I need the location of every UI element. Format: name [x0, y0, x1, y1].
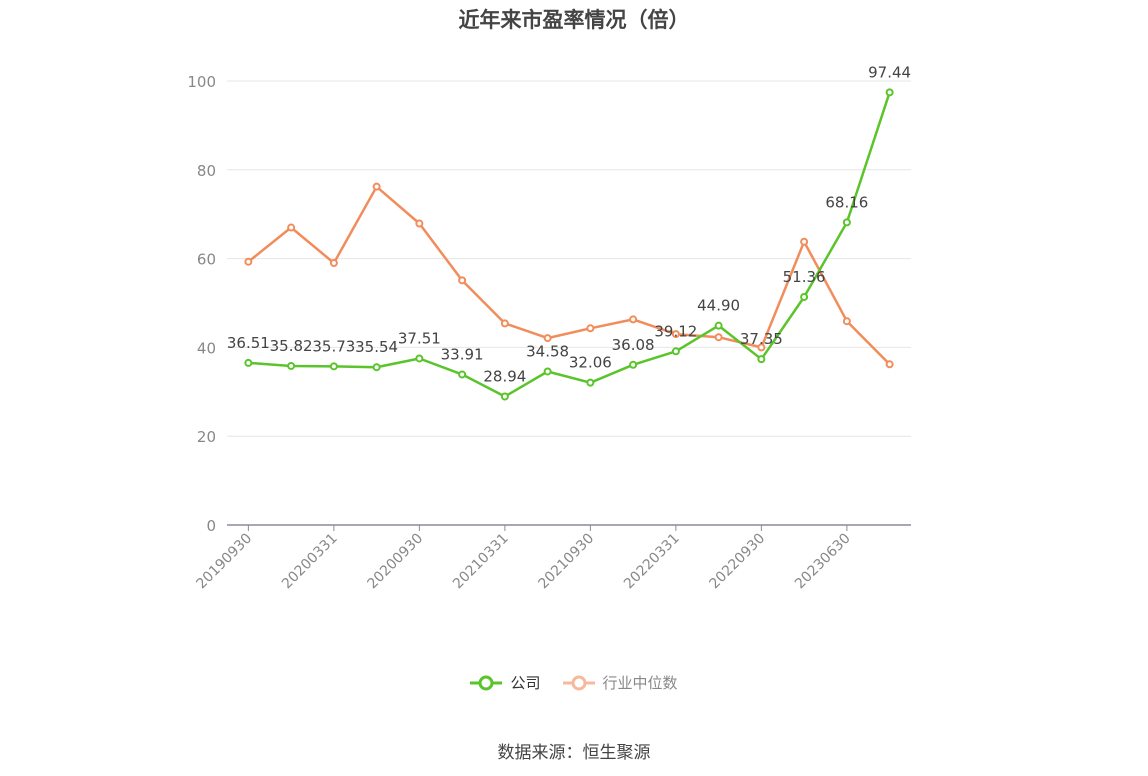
data-point-industry [714, 333, 723, 342]
y-tick-label: 40 [197, 339, 216, 357]
company-legend-marker-icon [470, 675, 503, 690]
data-label: 37.35 [740, 330, 783, 348]
data-point-company [714, 321, 723, 330]
data-point-industry [500, 319, 509, 328]
data-point-company [329, 362, 338, 371]
y-tick-label: 0 [206, 517, 216, 535]
x-tick-label: 20210331 [450, 531, 512, 593]
data-label: 51.36 [783, 268, 826, 286]
data-point-industry [629, 315, 638, 324]
x-tick-label: 20200331 [279, 531, 341, 593]
y-tick-label: 20 [197, 428, 216, 446]
data-point-company [757, 355, 766, 364]
chart-legend: 公司 行业中位数 [0, 672, 1148, 693]
x-tick-label: 20200930 [364, 531, 426, 593]
data-point-industry [372, 182, 381, 191]
data-point-company [800, 292, 809, 301]
y-tick-label: 100 [187, 73, 216, 91]
data-label: 37.51 [398, 329, 441, 347]
data-point-industry [415, 219, 424, 228]
y-tick-label: 60 [197, 251, 216, 269]
data-point-industry [800, 237, 809, 246]
legend-label-industry: 行业中位数 [602, 674, 678, 692]
x-tick-label: 20220331 [621, 531, 683, 593]
series-line-industry [247, 185, 891, 366]
data-point-industry [885, 360, 894, 369]
data-point-company [287, 361, 296, 370]
data-point-company [629, 360, 638, 369]
data-point-industry [458, 276, 467, 285]
data-point-company [372, 363, 381, 372]
x-tick-label: 20230630 [792, 531, 854, 593]
data-label: 28.94 [483, 368, 526, 386]
data-point-company [543, 367, 552, 376]
data-point-industry [244, 257, 253, 266]
data-point-company [500, 392, 509, 401]
data-label: 39.12 [654, 322, 697, 340]
x-tick-label: 20190930 [193, 531, 255, 593]
data-label: 68.16 [825, 193, 868, 211]
data-label: 33.91 [441, 345, 484, 363]
industry-legend-marker-icon [562, 675, 595, 690]
data-point-industry [329, 259, 338, 268]
data-source-note: 数据来源：恒生聚源 [497, 743, 651, 763]
data-point-company [244, 358, 253, 367]
series-line-company [248, 92, 891, 398]
data-label: 36.51 [227, 334, 270, 352]
legend-label-company: 公司 [510, 674, 541, 692]
data-point-company [415, 354, 424, 363]
data-point-company [671, 347, 680, 356]
data-label: 35.82 [270, 337, 313, 355]
legend-item-company[interactable]: 公司 [470, 672, 541, 693]
data-label: 97.44 [868, 63, 911, 81]
data-label: 35.54 [355, 338, 398, 356]
data-point-company [885, 88, 894, 97]
data-point-industry [671, 330, 680, 339]
data-point-industry [842, 317, 851, 326]
x-tick-label: 20210930 [535, 531, 597, 593]
data-label: 34.58 [526, 342, 569, 360]
x-tick-label: 20220930 [706, 531, 768, 593]
data-point-company [586, 378, 595, 387]
data-point-industry [586, 324, 595, 333]
data-label: 36.08 [612, 336, 655, 354]
chart-title: 近年来市盈率情况（倍） [458, 8, 690, 32]
y-tick-label: 80 [197, 162, 216, 180]
data-point-company [842, 218, 851, 227]
data-point-industry [543, 334, 552, 343]
data-point-industry [757, 343, 766, 352]
data-point-industry [287, 223, 296, 232]
data-label: 32.06 [569, 354, 612, 372]
data-label: 35.73 [312, 337, 355, 355]
pe-ratio-line-chart: 0 20 40 60 80 100 20190930 20200331 20200930 2021… [187, 63, 911, 593]
legend-item-industry[interactable]: 行业中位数 [562, 672, 678, 693]
data-label: 44.90 [697, 297, 740, 315]
data-point-company [458, 370, 467, 379]
